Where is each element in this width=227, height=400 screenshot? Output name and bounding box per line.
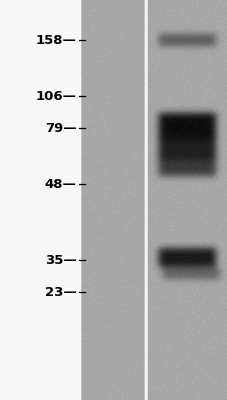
Text: 106—: 106—: [35, 90, 76, 102]
Text: 79—: 79—: [44, 122, 76, 134]
Text: 158—: 158—: [35, 34, 76, 46]
Text: 23—: 23—: [44, 286, 76, 298]
Text: 35—: 35—: [44, 254, 76, 266]
Text: 48—: 48—: [44, 178, 76, 190]
